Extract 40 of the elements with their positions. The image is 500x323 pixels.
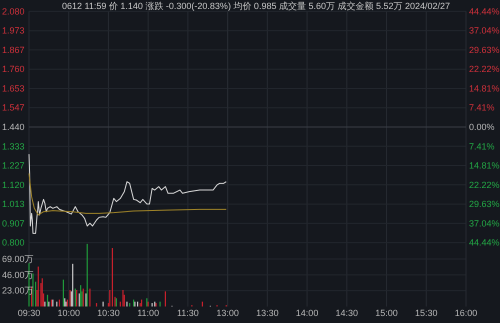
y-tick-label: 7.41% xyxy=(469,102,495,113)
y-tick-label: 29.63% xyxy=(469,199,500,210)
x-tick-label: 15:30 xyxy=(415,308,438,318)
y-tick-label: 1.973 xyxy=(2,26,25,36)
y-tick-label: 22.22% xyxy=(469,180,500,190)
x-tick-label: 10:00 xyxy=(57,308,80,318)
y-tick-label: 37.04% xyxy=(469,218,500,228)
y-tick-label: 69.00万 xyxy=(2,254,34,264)
y-tick-label: 44.44% xyxy=(469,238,500,248)
y-tick-label: 14.81% xyxy=(469,83,500,94)
y-tick-label: 1.120 xyxy=(2,180,25,190)
y-tick-label: 1.440 xyxy=(2,122,25,132)
y-tick-label: 37.04% xyxy=(469,26,500,36)
x-tick-label: 11:30 xyxy=(176,308,199,318)
text: 0612 11:59 价 1.140 涨跌 -0.300(-20.83%) 均价 0.985 成交量 5.60万 成交金额 5.52万 2024/02/27 xyxy=(62,1,450,11)
y-tick-label: 14.81% xyxy=(469,160,500,171)
x-tick-label: 14:00 xyxy=(296,308,318,318)
y-tick-label: 0.00% xyxy=(469,122,495,132)
y-tick-label: 1.013 xyxy=(2,199,25,210)
y-tick-label: 29.63% xyxy=(469,44,500,55)
y-tick-label: 1.547 xyxy=(2,102,25,113)
y-tick-label: 1.760 xyxy=(2,64,25,74)
x-tick-label: 13:30 xyxy=(256,308,279,318)
y-tick-label: 44.44% xyxy=(469,6,500,16)
x-tick-label: 13:00 xyxy=(216,308,239,318)
y-tick-label: 7.41% xyxy=(469,141,495,152)
y-tick-label: 22.22% xyxy=(469,64,500,74)
x-tick-label: 14:30 xyxy=(336,308,358,318)
y-tick-label: 1.867 xyxy=(2,44,25,55)
x-tick-label: 15:00 xyxy=(375,308,398,318)
y-tick-label: 1.653 xyxy=(2,84,25,94)
y-tick-label: 2.080 xyxy=(2,6,25,16)
y-tick-label: 0.800 xyxy=(2,238,25,248)
y-tick-label: 1.227 xyxy=(2,160,25,170)
y-tick-label: 1.333 xyxy=(2,141,25,152)
x-tick-label: 16:00 xyxy=(454,308,478,318)
x-tick-label: 10:30 xyxy=(97,308,120,318)
x-tick-label: 09:30 xyxy=(18,308,40,318)
y-tick-label: 0.907 xyxy=(2,218,25,228)
x-tick-label: 11:00 xyxy=(137,308,160,318)
